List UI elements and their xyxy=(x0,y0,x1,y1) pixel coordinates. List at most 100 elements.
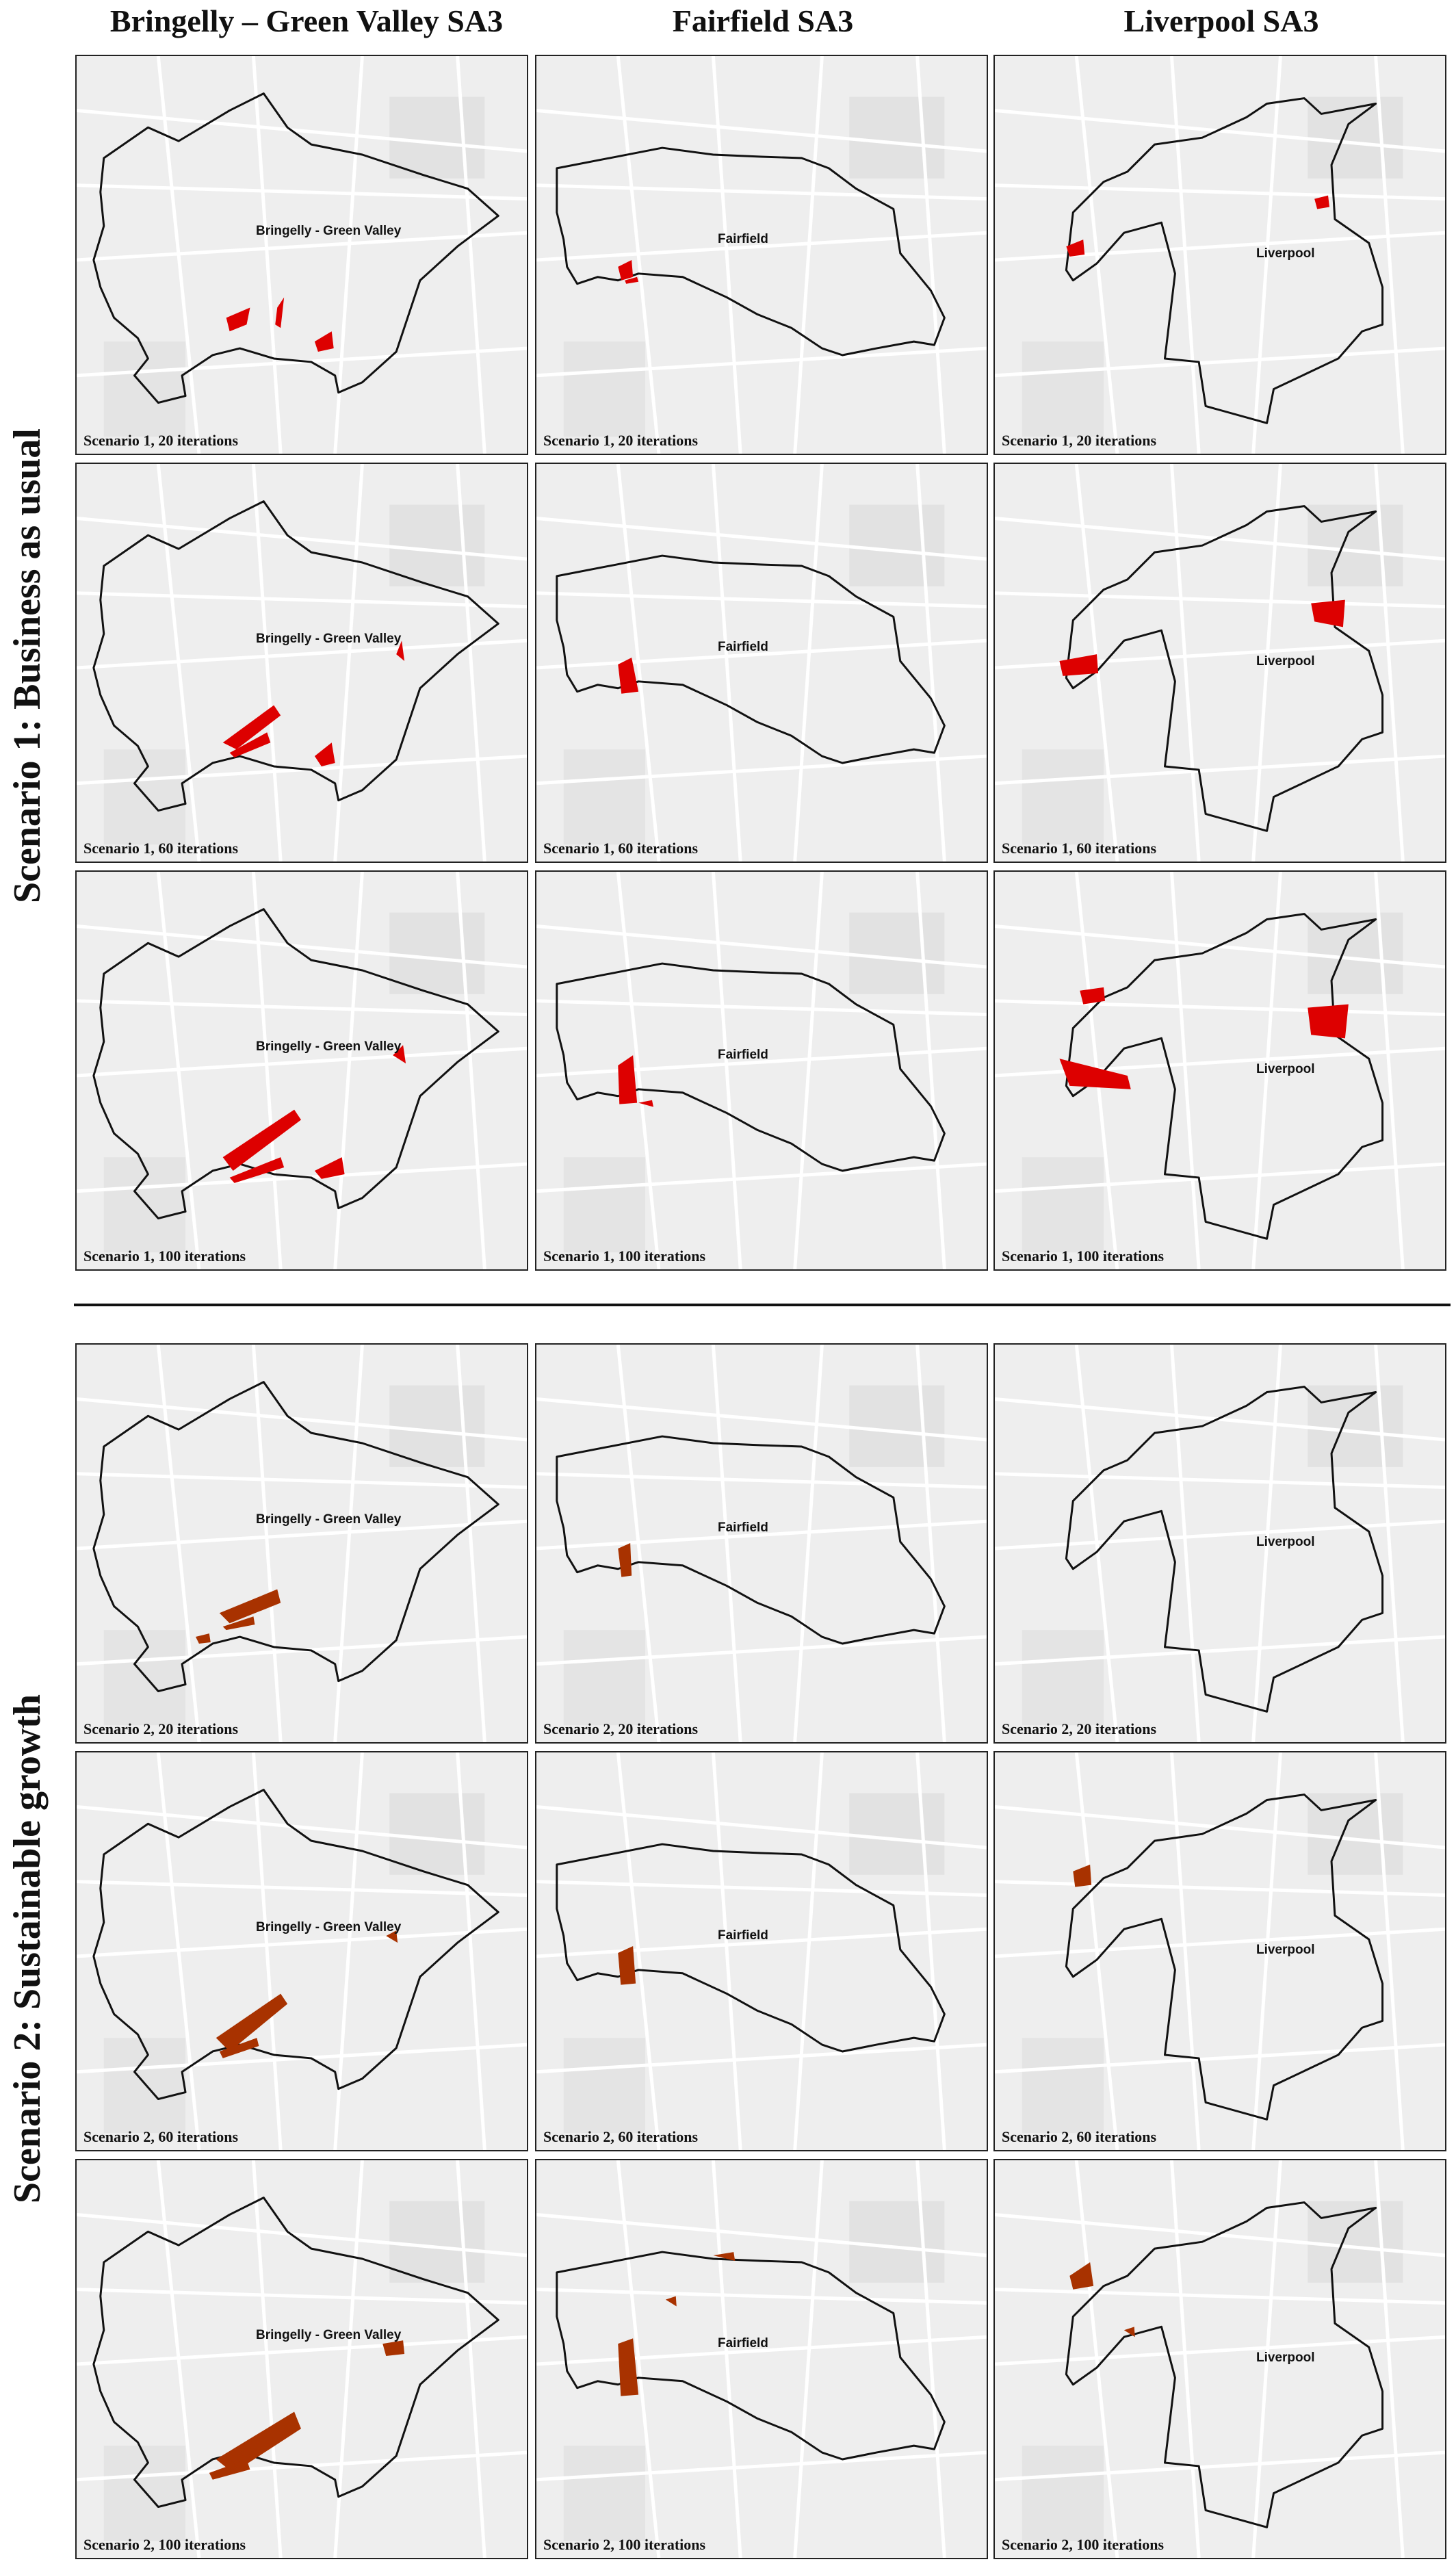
basemap-road xyxy=(1169,1752,1201,2150)
urban-growth-area xyxy=(1311,599,1345,627)
sa3-boundary xyxy=(92,2197,499,2509)
row-header-scenario-2-text: Scenario 2: Sustainable growth xyxy=(6,1694,49,2204)
sa3-boundary xyxy=(92,500,499,812)
panel-caption: Scenario 2, 60 iterations xyxy=(1002,2128,1157,2145)
basemap xyxy=(77,464,527,862)
map-panel-liverpool-s1-60: Liverpool Scenario 1, 60 iterations xyxy=(993,463,1446,863)
urban-growth-area xyxy=(618,658,639,694)
basemap-road xyxy=(77,1880,527,1898)
sa3-boundary xyxy=(556,146,946,357)
basemap-road xyxy=(536,108,987,153)
urban-growth-area xyxy=(1059,1059,1131,1089)
panel-caption: Scenario 2, 20 iterations xyxy=(543,1720,699,1737)
basemap-road xyxy=(456,872,486,1269)
basemap-landuse-area xyxy=(1308,96,1403,179)
sa3-boundary xyxy=(92,908,499,1220)
column-header-bringelly: Bringelly – Green Valley SA3 xyxy=(109,3,504,38)
basemap-road xyxy=(156,1345,201,1742)
panel-caption: Scenario 1, 20 iterations xyxy=(1002,432,1157,449)
panel-caption: Scenario 2, 20 iterations xyxy=(1002,1720,1157,1737)
sa3-boundary xyxy=(92,1789,499,2101)
basemap-road xyxy=(995,1397,1445,1442)
panel-caption: Scenario 2, 100 iterations xyxy=(543,2536,706,2553)
map-panel-fairfield-s1-100: Fairfield Scenario 1, 100 iterations xyxy=(535,870,988,1271)
panel-caption: Scenario 1, 60 iterations xyxy=(1002,840,1157,857)
basemap-road xyxy=(915,1752,946,2150)
panel-caption: Scenario 1, 100 iterations xyxy=(1002,1247,1165,1265)
basemap-road xyxy=(77,2212,527,2257)
basemap-road xyxy=(536,1519,987,1551)
basemap-road xyxy=(251,1345,283,1742)
basemap-road xyxy=(995,1880,1445,1898)
basemap-road xyxy=(616,56,661,454)
urban-growth-area xyxy=(638,1100,653,1107)
basemap xyxy=(536,1345,987,1742)
basemap-road xyxy=(536,754,987,786)
urban-growth-area xyxy=(229,1157,285,1183)
basemap-landuse-area xyxy=(849,1385,945,1467)
sa3-boundary xyxy=(1065,1793,1384,2121)
panel-caption: Scenario 1, 100 iterations xyxy=(543,1247,706,1265)
basemap-road xyxy=(251,872,283,1269)
basemap-road xyxy=(995,999,1445,1017)
basemap-road xyxy=(995,591,1445,609)
basemap-road xyxy=(536,591,987,609)
map-panel-fairfield-s1-60: Fairfield Scenario 1, 60 iterations xyxy=(535,463,988,863)
map-panel-fairfield-s2-60: Fairfield Scenario 2, 60 iterations xyxy=(535,1751,988,2151)
basemap xyxy=(536,1752,987,2150)
basemap xyxy=(995,2160,1445,2558)
basemap-road xyxy=(616,464,661,862)
place-label-fairfield: Fairfield xyxy=(718,1928,768,1943)
basemap-landuse-area xyxy=(849,504,945,586)
urban-growth-area xyxy=(618,1055,638,1104)
basemap-landuse-area xyxy=(1308,912,1403,994)
basemap-road xyxy=(156,464,201,862)
map-panel-liverpool-s1-100: Liverpool Scenario 1, 100 iterations xyxy=(993,870,1446,1271)
place-label-liverpool: Liverpool xyxy=(1256,1943,1315,1957)
urban-growth-area xyxy=(1073,1864,1092,1887)
basemap-road xyxy=(536,2288,987,2305)
basemap-road xyxy=(77,516,527,561)
basemap-road xyxy=(995,516,1445,561)
urban-growth-area xyxy=(713,2252,736,2261)
urban-growth-area xyxy=(222,705,281,750)
basemap-road xyxy=(156,872,201,1269)
basemap-road xyxy=(456,464,486,862)
basemap-road xyxy=(995,1804,1445,1850)
basemap-road xyxy=(1374,872,1405,1269)
panel-caption: Scenario 1, 60 iterations xyxy=(543,840,699,857)
map-panel-fairfield-s2-20: Fairfield Scenario 2, 20 iterations xyxy=(535,1343,988,1744)
basemap-road xyxy=(711,1345,742,1742)
row-header-scenario-2: Scenario 2: Sustainable growth xyxy=(0,1340,55,2558)
sa3-boundary xyxy=(1065,913,1384,1240)
basemap-road xyxy=(793,872,824,1269)
basemap-road xyxy=(711,1752,742,2150)
basemap-road xyxy=(793,464,824,862)
basemap-road xyxy=(536,1046,987,1078)
urban-growth-area xyxy=(1314,195,1330,209)
basemap-road xyxy=(536,2043,987,2074)
basemap-road xyxy=(711,2160,742,2558)
basemap-landuse-area xyxy=(103,2038,186,2134)
urban-growth-area xyxy=(625,276,639,284)
basemap-road xyxy=(793,2160,824,2558)
basemap-landuse-area xyxy=(1022,1630,1104,1726)
basemap-road xyxy=(995,2212,1445,2257)
basemap-landuse-area xyxy=(103,341,186,437)
place-label-bringelly: Bringelly - Green Valley xyxy=(256,224,402,238)
basemap-road xyxy=(995,1635,1445,1666)
basemap-road xyxy=(793,1345,824,1742)
basemap-road xyxy=(536,2212,987,2257)
basemap-road xyxy=(333,1345,364,1742)
basemap-road xyxy=(995,754,1445,786)
urban-growth-area xyxy=(386,1930,398,1943)
map-panel-liverpool-s2-20: Liverpool Scenario 2, 20 iterations xyxy=(993,1343,1446,1744)
basemap-landuse-area xyxy=(103,749,186,845)
basemap-landuse-area xyxy=(849,96,945,179)
sa3-boundary xyxy=(556,962,946,1172)
basemap-road xyxy=(536,999,987,1017)
place-label-bringelly: Bringelly - Green Valley xyxy=(256,1920,402,1934)
urban-growth-area xyxy=(1069,2262,1094,2290)
basemap-road xyxy=(995,2450,1445,2482)
map-panel-bringelly-s1-20: Bringelly - Green Valley Scenario 1, 20 i… xyxy=(75,55,528,455)
